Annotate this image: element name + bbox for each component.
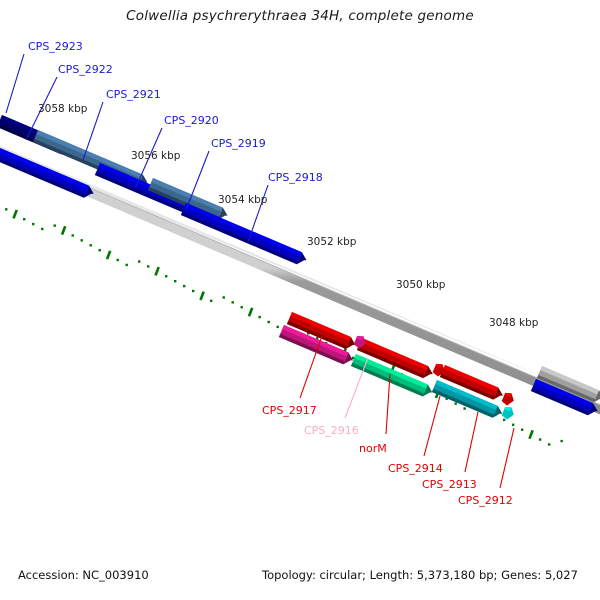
- axis-tick-label: 3054 kbp: [218, 194, 268, 206]
- leader-line-cps_2919: [185, 150, 210, 211]
- right-gene-blue[interactable]: [530, 379, 598, 416]
- accession-text: Accession: NC_003910: [18, 568, 149, 582]
- axis-tick-label: 3052 kbp: [307, 236, 357, 248]
- gene-cps_2916[interactable]: [278, 325, 354, 365]
- small-arrow-2[interactable]: [432, 363, 445, 377]
- right-gene-gray[interactable]: [536, 366, 600, 403]
- axis-tick-label: 3056 kbp: [131, 150, 181, 162]
- small-arrow-4[interactable]: [501, 406, 514, 420]
- gene-cps_2917[interactable]: [286, 312, 356, 349]
- footer-bar: Accession: NC_003910 Topology: circular;…: [0, 568, 600, 584]
- gene-label-cps_2913[interactable]: CPS_2913: [422, 478, 477, 491]
- gene-cps_2912[interactable]: [431, 380, 503, 418]
- gene-label-cps_2912[interactable]: CPS_2912: [458, 494, 513, 507]
- gene-norm[interactable]: [356, 338, 433, 379]
- leader-line-cps_2912: [499, 427, 515, 489]
- axis-tick-label: 3050 kbp: [396, 279, 446, 291]
- gene-features[interactable]: [0, 115, 600, 420]
- leader-line-cps_2914: [423, 395, 441, 457]
- leader-line-cps_2918: [247, 184, 269, 243]
- page-title: Colwellia psychrerythraea 34H, complete …: [126, 8, 474, 24]
- gene-label-cps_2920[interactable]: CPS_2920: [164, 114, 219, 127]
- gene-label-leaders: [5, 53, 515, 489]
- leader-line-cps_2917: [299, 335, 323, 399]
- leader-line-cps_2920: [135, 127, 163, 188]
- gene-cps_2918[interactable]: [180, 203, 307, 265]
- leader-line-cps_2922: [25, 76, 58, 141]
- leader-line-cps_2921: [82, 101, 104, 161]
- gene-label-cps_2919[interactable]: CPS_2919: [211, 137, 266, 150]
- leader-line-cps_2916: [344, 357, 369, 419]
- axis-tick-label: 3058 kbp: [38, 103, 88, 115]
- gene-label-cps_2921[interactable]: CPS_2921: [106, 88, 161, 101]
- gene-label-cps_2916[interactable]: CPS_2916: [304, 424, 359, 437]
- axis-tick-label: 3048 kbp: [489, 317, 539, 329]
- gene-label-norm[interactable]: norM: [359, 442, 387, 455]
- gene-label-cps_2914[interactable]: CPS_2914: [388, 462, 443, 475]
- leader-line-cps_2913: [464, 411, 479, 473]
- gene-cps_2922[interactable]: [0, 142, 94, 198]
- gene-cps_2913[interactable]: [439, 365, 503, 400]
- gene-label-cps_2917[interactable]: CPS_2917: [262, 404, 317, 417]
- genome-summary-text: Topology: circular; Length: 5,373,180 bp…: [262, 568, 578, 582]
- small-arrow-1[interactable]: [353, 335, 366, 349]
- gene-label-cps_2918[interactable]: CPS_2918: [268, 171, 323, 184]
- gene-label-cps_2923[interactable]: CPS_2923: [28, 40, 83, 53]
- gene-label-cps_2922[interactable]: CPS_2922: [58, 63, 113, 76]
- leader-line-cps_2923: [5, 53, 25, 114]
- leader-line-norm: [385, 373, 391, 435]
- gene-cps_2914[interactable]: [350, 354, 433, 397]
- small-arrow-3[interactable]: [501, 392, 514, 406]
